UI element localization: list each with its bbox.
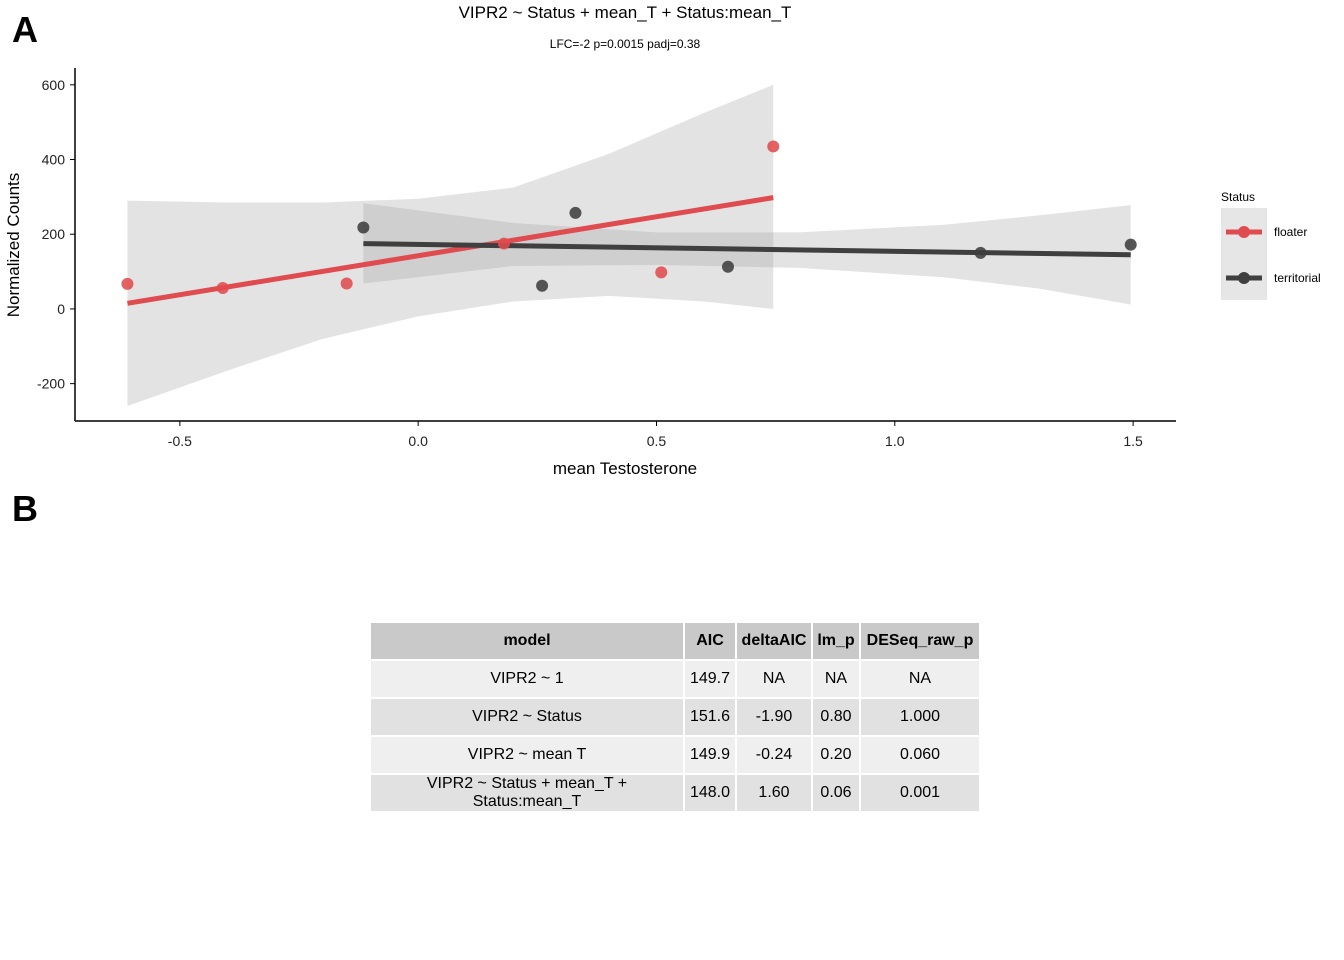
data-point-floater: [497, 237, 510, 250]
x-tick-label: 1.0: [885, 433, 905, 449]
table-cell: VIPR2 ~ 1: [369, 659, 685, 699]
table-header-row: model AIC deltaAIC lm_p DESeq_raw_p: [369, 621, 981, 661]
table-cell: 0.80: [811, 697, 861, 737]
table-cell: 1.60: [735, 773, 813, 813]
column-header-deseq-raw-p: DESeq_raw_p: [859, 621, 981, 661]
legend-key-point-floater: [1238, 226, 1250, 238]
data-point-territorial: [357, 221, 370, 234]
x-tick-label: 1.5: [1123, 433, 1143, 449]
data-point-floater: [767, 140, 780, 153]
data-point-floater: [340, 277, 353, 290]
table-cell: VIPR2 ~ Status + mean_T + Status:mean_T: [369, 773, 685, 813]
column-header-deltaaic: deltaAIC: [735, 621, 813, 661]
legend-key-background: [1221, 208, 1267, 300]
table-cell: 0.20: [811, 735, 861, 775]
table-cell: 151.6: [683, 697, 737, 737]
table-cell: -0.24: [735, 735, 813, 775]
legend: Status floater territorial: [1221, 190, 1321, 300]
data-points: [121, 140, 1137, 295]
y-tick-label: 600: [42, 77, 66, 93]
table-cell: NA: [859, 659, 981, 699]
panel-label-a: A: [12, 9, 38, 50]
y-tick-label: -200: [37, 376, 65, 392]
data-point-territorial: [569, 206, 582, 219]
data-point-floater: [655, 266, 668, 279]
legend-label-floater: floater: [1274, 225, 1307, 239]
table-cell: 148.0: [683, 773, 737, 813]
table-cell: NA: [735, 659, 813, 699]
data-point-territorial: [974, 246, 987, 259]
confidence-band-territorial: [363, 203, 1131, 305]
column-header-model: model: [369, 621, 685, 661]
fit-line-floater: [127, 195, 774, 306]
model-comparison-table: model AIC deltaAIC lm_p DESeq_raw_p VIPR…: [369, 621, 981, 813]
legend-title: Status: [1221, 190, 1255, 204]
data-point-territorial: [721, 260, 734, 273]
legend-label-territorial: territorial: [1274, 271, 1321, 285]
table-row: VIPR2 ~ mean T 149.9 -0.24 0.20 0.060: [369, 735, 981, 775]
chart-subtitle: LFC=-2 p=0.0015 padj=0.38: [550, 37, 701, 51]
table-row: VIPR2 ~ Status 151.6 -1.90 0.80 1.000: [369, 697, 981, 737]
table-cell: -1.90: [735, 697, 813, 737]
table-cell: VIPR2 ~ Status: [369, 697, 685, 737]
table-cell: NA: [811, 659, 861, 699]
x-tick-label: 0.0: [408, 433, 428, 449]
axes: -200 0 200 400 600 -0.5 0.0 0.5 1.0 1.5: [37, 68, 1176, 449]
table-cell: VIPR2 ~ mean T: [369, 735, 685, 775]
column-header-aic: AIC: [683, 621, 737, 661]
column-header-lm-p: lm_p: [811, 621, 861, 661]
table-cell: 0.001: [859, 773, 981, 813]
x-tick-label: -0.5: [168, 433, 192, 449]
x-tick-label: 0.5: [647, 433, 667, 449]
y-axis-label: Normalized Counts: [4, 173, 23, 318]
chart-title: VIPR2 ~ Status + mean_T + Status:mean_T: [459, 3, 792, 22]
y-tick-label: 200: [42, 226, 66, 242]
table-cell: 0.060: [859, 735, 981, 775]
data-point-territorial: [536, 279, 549, 292]
fit-lines: [127, 195, 1131, 306]
scatter-plot: VIPR2 ~ Status + mean_T + Status:mean_T …: [4, 3, 1321, 478]
data-point-territorial: [1124, 238, 1137, 251]
legend-key-point-territorial: [1238, 272, 1250, 284]
fit-line-territorial: [363, 241, 1131, 258]
table-cell: 149.9: [683, 735, 737, 775]
y-tick-label: 400: [42, 152, 66, 168]
table-cell: 149.7: [683, 659, 737, 699]
data-point-floater: [121, 277, 134, 290]
table-row: VIPR2 ~ 1 149.7 NA NA NA: [369, 659, 981, 699]
table-cell: 1.000: [859, 697, 981, 737]
panel-label-b: B: [12, 488, 38, 529]
table-cell: 0.06: [811, 773, 861, 813]
y-tick-label: 0: [57, 301, 65, 317]
data-point-floater: [216, 282, 229, 295]
table-row: VIPR2 ~ Status + mean_T + Status:mean_T …: [369, 773, 981, 813]
x-axis-label: mean Testosterone: [553, 459, 697, 478]
